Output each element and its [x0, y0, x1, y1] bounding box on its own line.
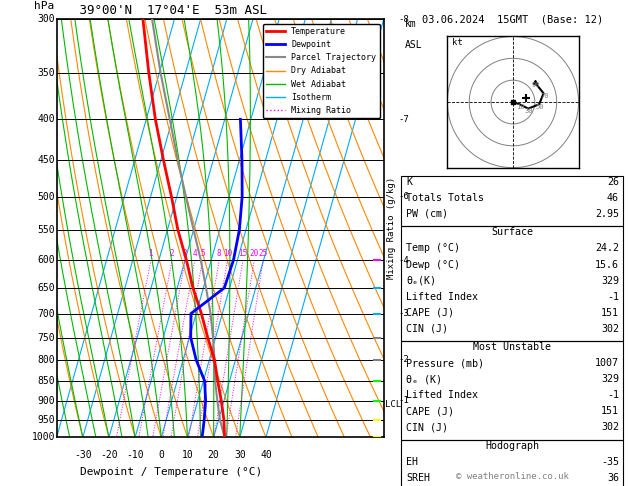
- Text: 151: 151: [601, 406, 619, 417]
- Text: 0: 0: [159, 450, 164, 460]
- Text: 10: 10: [516, 104, 525, 110]
- Text: EH: EH: [406, 457, 418, 467]
- Text: 5: 5: [200, 249, 205, 258]
- Text: 1007: 1007: [595, 358, 619, 368]
- Text: 1: 1: [148, 249, 153, 258]
- Text: -7: -7: [398, 115, 409, 124]
- Text: 8: 8: [217, 249, 221, 258]
- Text: 26: 26: [607, 177, 619, 187]
- Text: 25: 25: [259, 249, 268, 258]
- Text: 302: 302: [601, 422, 619, 433]
- Text: hPa: hPa: [34, 1, 54, 11]
- Text: © weatheronline.co.uk: © weatheronline.co.uk: [456, 472, 569, 481]
- Text: 15.6: 15.6: [595, 260, 619, 270]
- Text: CAPE (J): CAPE (J): [406, 308, 454, 318]
- Text: 450: 450: [37, 155, 55, 165]
- Text: 600: 600: [37, 255, 55, 265]
- Text: 329: 329: [601, 276, 619, 286]
- Text: 39°00'N  17°04'E  53m ASL: 39°00'N 17°04'E 53m ASL: [57, 4, 267, 17]
- Text: -30: -30: [74, 450, 92, 460]
- Text: K: K: [406, 177, 413, 187]
- Text: 2: 2: [170, 249, 174, 258]
- Text: LCL: LCL: [386, 400, 401, 409]
- Text: 46: 46: [607, 193, 619, 203]
- Text: -20: -20: [100, 450, 118, 460]
- Text: -3: -3: [398, 309, 409, 318]
- Text: -1: -1: [607, 390, 619, 400]
- Text: -10: -10: [126, 450, 144, 460]
- Text: Totals Totals: Totals Totals: [406, 193, 484, 203]
- Text: 500: 500: [37, 192, 55, 202]
- Text: 40: 40: [260, 450, 272, 460]
- Text: 550: 550: [37, 225, 55, 235]
- Text: Hodograph: Hodograph: [485, 441, 539, 451]
- Text: Dewpoint / Temperature (°C): Dewpoint / Temperature (°C): [80, 467, 262, 477]
- Text: 900: 900: [37, 396, 55, 406]
- Text: 850: 850: [37, 376, 55, 386]
- Text: 400: 400: [37, 114, 55, 124]
- Text: 50: 50: [536, 104, 545, 110]
- Text: SREH: SREH: [406, 473, 430, 483]
- Text: -2: -2: [398, 355, 409, 364]
- Text: -35: -35: [601, 457, 619, 467]
- Text: CIN (J): CIN (J): [406, 422, 448, 433]
- Text: 750: 750: [37, 332, 55, 343]
- Text: -1: -1: [607, 292, 619, 302]
- Text: 1000: 1000: [31, 433, 55, 442]
- Text: 350: 350: [37, 68, 55, 78]
- Text: kt: kt: [452, 38, 462, 47]
- Text: -1: -1: [398, 396, 409, 405]
- Text: 10: 10: [223, 249, 232, 258]
- Text: 700: 700: [37, 309, 55, 319]
- Text: 20: 20: [208, 450, 220, 460]
- Text: CAPE (J): CAPE (J): [406, 406, 454, 417]
- Text: CIN (J): CIN (J): [406, 324, 448, 334]
- Text: 90: 90: [532, 82, 540, 88]
- Text: 329: 329: [601, 374, 619, 384]
- Text: Dewp (°C): Dewp (°C): [406, 260, 460, 270]
- Text: -6: -6: [398, 192, 409, 201]
- Text: Temp (°C): Temp (°C): [406, 243, 460, 254]
- Text: 3: 3: [183, 249, 187, 258]
- Text: 03.06.2024  15GMT  (Base: 12): 03.06.2024 15GMT (Base: 12): [422, 15, 603, 25]
- Text: ASL: ASL: [405, 40, 423, 51]
- Text: θₑ(K): θₑ(K): [406, 276, 437, 286]
- Text: Surface: Surface: [491, 227, 533, 238]
- Legend: Temperature, Dewpoint, Parcel Trajectory, Dry Adiabat, Wet Adiabat, Isotherm, Mi: Temperature, Dewpoint, Parcel Trajectory…: [263, 24, 379, 118]
- Text: Lifted Index: Lifted Index: [406, 292, 478, 302]
- Text: Mixing Ratio (g/kg): Mixing Ratio (g/kg): [387, 177, 396, 279]
- Text: 70: 70: [540, 93, 548, 99]
- Text: 302: 302: [601, 324, 619, 334]
- Text: 800: 800: [37, 355, 55, 365]
- Text: -8: -8: [398, 15, 409, 24]
- Text: 10: 10: [182, 450, 193, 460]
- Text: 30: 30: [525, 108, 533, 114]
- Text: 24.2: 24.2: [595, 243, 619, 254]
- Text: PW (cm): PW (cm): [406, 209, 448, 219]
- Text: 650: 650: [37, 283, 55, 293]
- Text: Lifted Index: Lifted Index: [406, 390, 478, 400]
- Text: 950: 950: [37, 415, 55, 425]
- Text: 20: 20: [250, 249, 259, 258]
- Text: 300: 300: [37, 15, 55, 24]
- Text: θₑ (K): θₑ (K): [406, 374, 442, 384]
- Text: -4: -4: [398, 256, 409, 264]
- Text: 151: 151: [601, 308, 619, 318]
- Text: 4: 4: [192, 249, 197, 258]
- Text: 36: 36: [607, 473, 619, 483]
- Text: 30: 30: [234, 450, 246, 460]
- Text: 2.95: 2.95: [595, 209, 619, 219]
- Text: Pressure (mb): Pressure (mb): [406, 358, 484, 368]
- Text: 15: 15: [238, 249, 248, 258]
- Text: Most Unstable: Most Unstable: [473, 342, 551, 352]
- Text: km: km: [405, 19, 416, 30]
